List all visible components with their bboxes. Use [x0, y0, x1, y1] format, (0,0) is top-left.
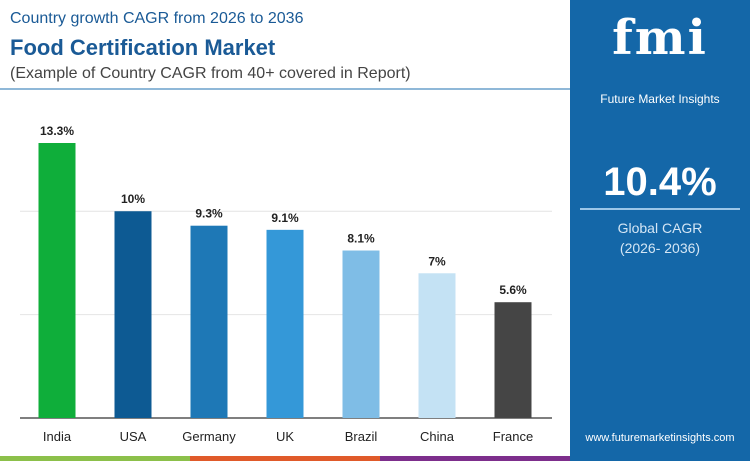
bar-germany: [190, 225, 228, 418]
bar-brazil: [342, 250, 380, 418]
global-cagr-value: 10.4%: [603, 160, 717, 204]
data-label: 9.3%: [195, 207, 223, 221]
data-label: 10%: [121, 192, 145, 206]
data-label: 9.1%: [271, 211, 299, 225]
x-tick-label: India: [43, 429, 72, 444]
x-tick-label: UK: [276, 429, 294, 444]
strip-orange: [190, 456, 380, 461]
chart-note: (Example of Country CAGR from 40+ covere…: [10, 65, 411, 82]
chart-subtitle: Country growth CAGR from 2026 to 2036: [10, 10, 304, 27]
strip-purple: [380, 456, 570, 461]
global-cagr-label: Global CAGR (2026- 2036): [570, 218, 750, 258]
divider: [0, 88, 570, 90]
bar-chart: 13.3% India 10% USA 9.3% Germany 9.1% UK 8.1% Bra…: [20, 124, 552, 444]
bar-usa: [114, 211, 152, 418]
data-label: 13.3%: [40, 124, 74, 138]
global-label: Global CAGR: [617, 220, 703, 236]
bar-china: [418, 273, 456, 418]
x-tick-label: France: [493, 429, 533, 444]
bar-india: [38, 143, 76, 418]
global-period: (2026- 2036): [619, 240, 701, 256]
fmi-logo: fmi: [612, 10, 708, 66]
x-tick-label: USA: [120, 429, 147, 444]
chart-title: Food Certification Market: [10, 35, 276, 60]
data-label: 7%: [428, 254, 446, 268]
strip-green: [0, 456, 190, 461]
bar-france: [494, 302, 532, 418]
data-label: 8.1%: [347, 232, 375, 246]
data-label: 5.6%: [499, 283, 527, 297]
side-panel: fmi Future Market Insights 10.4% Global …: [570, 0, 750, 461]
x-tick-label: Germany: [182, 429, 236, 444]
website-link[interactable]: www.futuremarketinsights.com: [585, 432, 735, 444]
x-tick-label: Brazil: [345, 429, 378, 444]
x-tick-label: China: [420, 429, 455, 444]
bar-uk: [266, 229, 304, 418]
divider: [580, 208, 740, 210]
brand-name: Future Market Insights: [600, 92, 720, 106]
